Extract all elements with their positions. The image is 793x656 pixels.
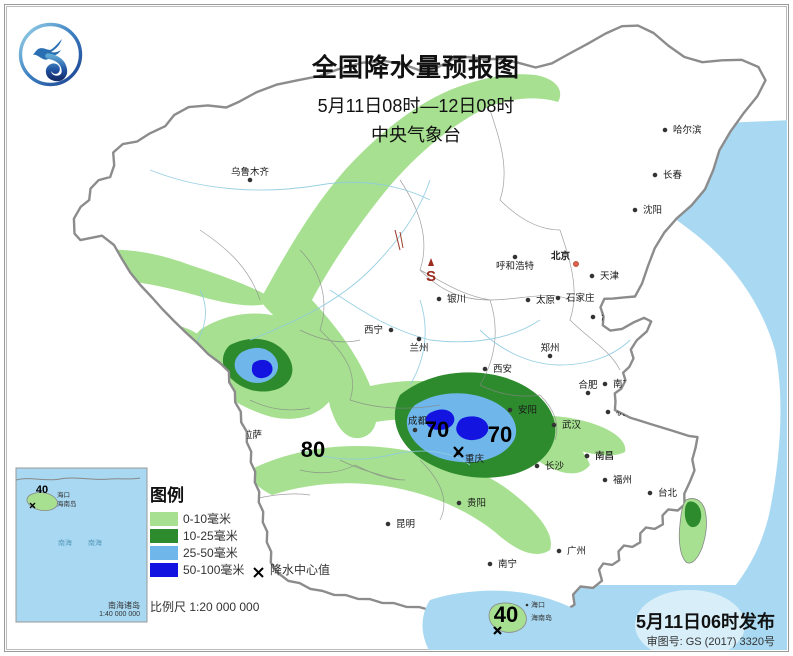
svg-text:70: 70 — [488, 422, 512, 447]
svg-text:合肥: 合肥 — [578, 379, 598, 391]
svg-text:长沙: 长沙 — [545, 460, 565, 472]
svg-text:郑州: 郑州 — [540, 342, 559, 354]
svg-text:福州: 福州 — [613, 474, 632, 486]
svg-text:50-100毫米: 50-100毫米 — [183, 562, 244, 577]
svg-text:南海: 南海 — [88, 538, 102, 547]
svg-text:降水中心值: 降水中心值 — [270, 562, 330, 577]
svg-text:武汉: 武汉 — [562, 419, 582, 431]
svg-text:哈尔滨: 哈尔滨 — [673, 124, 702, 136]
svg-text:重庆: 重庆 — [465, 453, 485, 465]
svg-text:40: 40 — [36, 484, 48, 496]
svg-text:海南岛: 海南岛 — [531, 613, 552, 622]
svg-text:贵阳: 贵阳 — [467, 497, 486, 509]
svg-text:南昌: 南昌 — [595, 450, 614, 462]
svg-text:80: 80 — [301, 437, 325, 462]
svg-text:南海诸岛: 南海诸岛 — [108, 600, 140, 610]
svg-text:安阳: 安阳 — [518, 404, 537, 416]
svg-text:乌鲁木齐: 乌鲁木齐 — [231, 166, 270, 178]
svg-text:石家庄: 石家庄 — [566, 292, 595, 304]
svg-text:海南岛: 海南岛 — [57, 499, 77, 508]
svg-text:天津: 天津 — [600, 271, 620, 282]
svg-text:S: S — [426, 268, 436, 285]
svg-text:海口: 海口 — [531, 600, 545, 609]
svg-text:0-10毫米: 0-10毫米 — [183, 511, 231, 526]
svg-text:南海: 南海 — [58, 538, 72, 547]
svg-text:北京: 北京 — [551, 250, 571, 262]
svg-text:兰州: 兰州 — [409, 342, 428, 354]
svg-text:1:40 000 000: 1:40 000 000 — [99, 611, 140, 618]
svg-text:5月11日06时发布: 5月11日06时发布 — [636, 611, 775, 632]
svg-text:广州: 广州 — [567, 545, 586, 557]
svg-text:太原: 太原 — [536, 294, 555, 306]
svg-text:上海: 上海 — [630, 390, 650, 402]
svg-text:台北: 台北 — [658, 487, 678, 499]
svg-text:银川: 银川 — [447, 293, 466, 305]
svg-text:呼和浩特: 呼和浩特 — [496, 260, 535, 272]
svg-text:昆明: 昆明 — [396, 519, 415, 530]
svg-text:25-50毫米: 25-50毫米 — [183, 545, 238, 560]
svg-text:比例尺 1:20 000 000: 比例尺 1:20 000 000 — [150, 600, 260, 614]
svg-text:70: 70 — [425, 417, 449, 442]
svg-text:10-25毫米: 10-25毫米 — [183, 528, 238, 543]
svg-text:南宁: 南宁 — [498, 558, 517, 570]
svg-text:西宁: 西宁 — [364, 324, 383, 336]
svg-text:沈阳: 沈阳 — [643, 204, 662, 216]
svg-text:西安: 西安 — [493, 363, 512, 375]
svg-text:审图号: GS (2017) 3320号: 审图号: GS (2017) 3320号 — [647, 634, 775, 648]
svg-text:40: 40 — [494, 602, 518, 627]
svg-text:图例: 图例 — [150, 485, 184, 505]
svg-text:杭州: 杭州 — [616, 406, 635, 418]
svg-text:海口: 海口 — [57, 490, 70, 499]
svg-text:长春: 长春 — [663, 169, 683, 181]
